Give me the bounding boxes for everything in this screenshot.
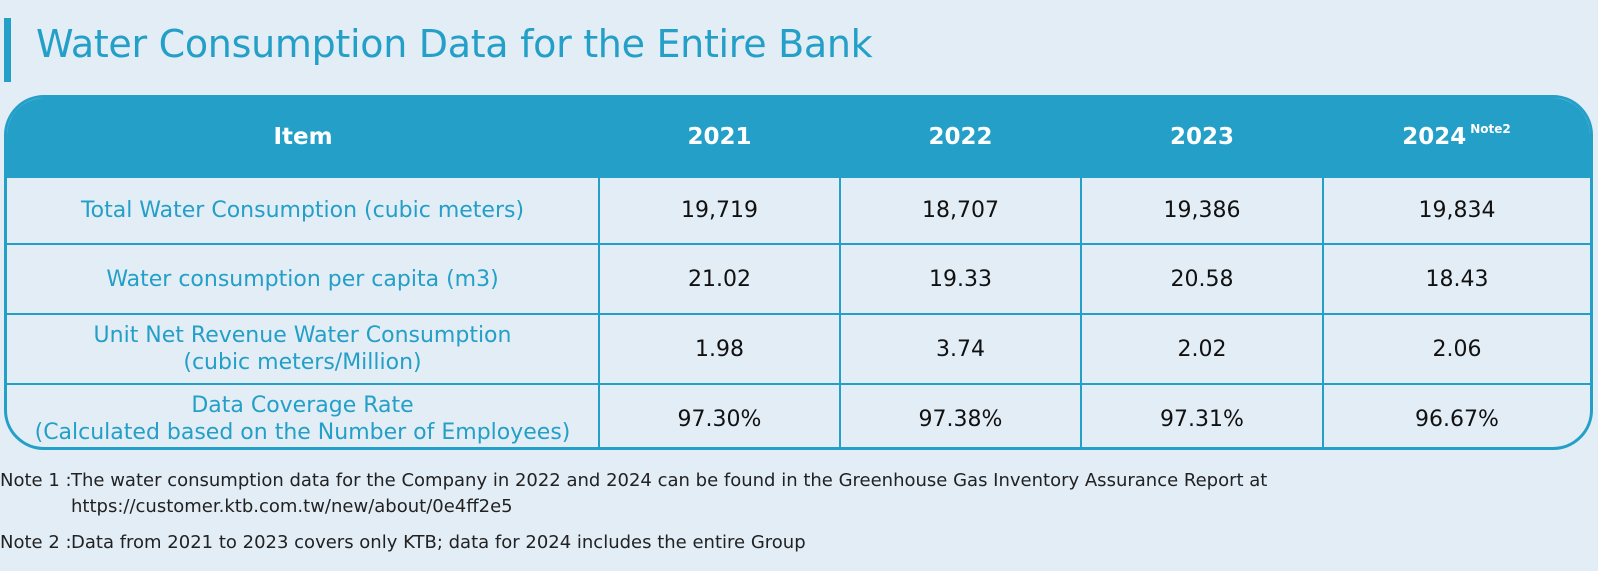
note-2: Note 2 : Data from 2021 to 2023 covers o… [0, 530, 1598, 556]
note-1-label: Note 1 : [0, 470, 72, 491]
header-item: Item [7, 98, 599, 177]
cell-value: 19,386 [1080, 176, 1323, 244]
table-row: Data Coverage Rate (Calculated based on t… [7, 383, 1590, 447]
row-label: Unit Net Revenue Water Consumption (cubic… [7, 313, 599, 384]
table-row: Water consumption per capita (m3) 21.02 … [7, 243, 1590, 314]
note-1-text: The water consumption data for the Compa… [71, 470, 1268, 491]
note-2-text: Data from 2021 to 2023 covers only KTB; … [71, 532, 806, 553]
cell-value: 97.38% [839, 383, 1081, 447]
cell-value: 1.98 [598, 313, 840, 384]
note-1-continued: https://customer.ktb.com.tw/new/about/0e… [0, 494, 1598, 520]
row-label: Data Coverage Rate (Calculated based on t… [7, 383, 599, 447]
cell-value: 97.30% [598, 383, 840, 447]
title-accent-bar [4, 18, 11, 82]
header-2023: 2023 [1081, 98, 1323, 177]
header-note-ref: Note2 [1470, 122, 1511, 136]
page-title: Water Consumption Data for the Entire Ba… [36, 22, 873, 66]
note-1: Note 1 : The water consumption data for … [0, 468, 1598, 494]
cell-value: 20.58 [1080, 243, 1323, 314]
footnotes: Note 1 : The water consumption data for … [0, 468, 1598, 556]
row-label: Water consumption per capita (m3) [7, 243, 599, 314]
cell-value: 18,707 [839, 176, 1081, 244]
cell-value: 18.43 [1322, 243, 1590, 314]
table-row: Total Water Consumption (cubic meters) 1… [7, 176, 1590, 244]
cell-value: 2.06 [1322, 313, 1590, 384]
note-2-label: Note 2 : [0, 532, 72, 553]
row-label: Total Water Consumption (cubic meters) [7, 176, 599, 244]
header-2024: 2024 Note2 [1323, 98, 1590, 177]
cell-value: 97.31% [1080, 383, 1323, 447]
cell-value: 19,719 [598, 176, 840, 244]
header-2021: 2021 [599, 98, 840, 177]
table-row: Unit Net Revenue Water Consumption (cubic… [7, 313, 1590, 384]
water-consumption-table: Item 2021 2022 2023 2024 Note2 Total Wate… [4, 95, 1593, 450]
note-1-link[interactable]: https://customer.ktb.com.tw/new/about/0e… [71, 496, 513, 517]
cell-value: 3.74 [839, 313, 1081, 384]
header-2022: 2022 [840, 98, 1081, 177]
cell-value: 19,834 [1322, 176, 1590, 244]
table-header-row: Item 2021 2022 2023 2024 Note2 [7, 98, 1590, 177]
cell-value: 96.67% [1322, 383, 1590, 447]
cell-value: 21.02 [598, 243, 840, 314]
cell-value: 2.02 [1080, 313, 1323, 384]
cell-value: 19.33 [839, 243, 1081, 314]
